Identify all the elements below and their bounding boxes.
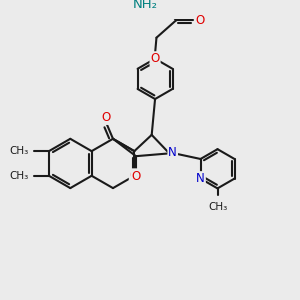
Text: CH₃: CH₃ xyxy=(9,146,28,156)
Text: O: O xyxy=(196,14,205,27)
Text: N: N xyxy=(168,146,177,159)
Text: O: O xyxy=(150,52,160,65)
Text: O: O xyxy=(130,169,139,182)
Text: N: N xyxy=(196,172,205,185)
Text: CH₃: CH₃ xyxy=(208,202,227,212)
Text: NH₂: NH₂ xyxy=(133,0,158,11)
Text: CH₃: CH₃ xyxy=(9,171,28,181)
Text: O: O xyxy=(102,111,111,124)
Text: O: O xyxy=(131,170,141,183)
